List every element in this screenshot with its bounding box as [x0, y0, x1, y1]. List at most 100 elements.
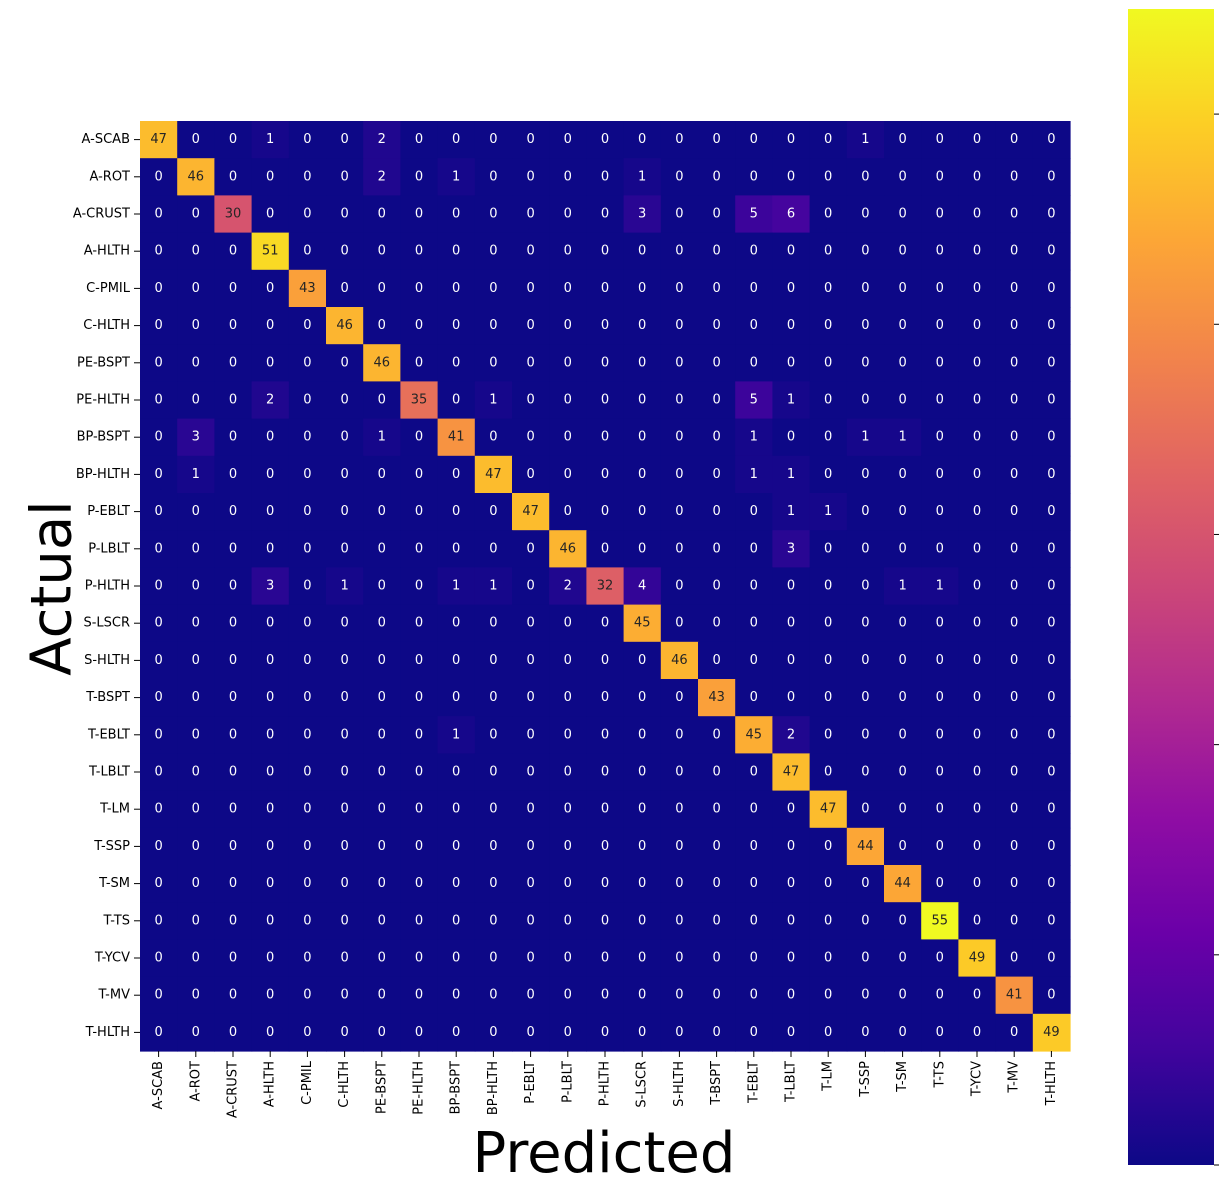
- heatmap-cell: [846, 604, 885, 643]
- cell-value-label: 0: [787, 1025, 795, 1040]
- cell-value-label: 0: [378, 876, 386, 891]
- cell-value-label: 0: [936, 132, 944, 147]
- cell-value-label: 0: [936, 727, 944, 742]
- heatmap-cell: [1032, 307, 1071, 345]
- x-tick-label: T-SSP: [858, 1061, 873, 1098]
- cell-value-label: 0: [601, 876, 609, 891]
- cell-value-label: 0: [861, 207, 869, 222]
- cell-value-label: 0: [266, 690, 274, 705]
- cell-value-label: 0: [601, 504, 609, 519]
- cell-value-label: 0: [340, 430, 348, 445]
- heatmap-cell: [363, 455, 401, 494]
- cell-value-label: 0: [712, 839, 720, 854]
- heatmap-cell: [809, 604, 848, 643]
- heatmap-cell: [958, 344, 997, 382]
- heatmap-cell: [735, 976, 773, 1015]
- heatmap-cell: [1032, 641, 1071, 680]
- heatmap-cell: [512, 716, 550, 754]
- heatmap-cell: [698, 344, 736, 382]
- cell-value-label: 0: [415, 504, 423, 519]
- heatmap-cell: [474, 567, 513, 606]
- heatmap-cell: [772, 121, 811, 159]
- cell-value-label: 0: [936, 988, 944, 1003]
- cell-value-label: 0: [564, 653, 572, 668]
- cell-value-label: 0: [340, 244, 348, 259]
- cell-value-label: 0: [898, 802, 906, 817]
- cell-value-label: 0: [973, 132, 981, 147]
- heatmap-cell: [288, 679, 327, 717]
- cell-value-label: 0: [415, 839, 423, 854]
- heatmap-cell: [512, 976, 550, 1015]
- heatmap-cell: [846, 939, 885, 978]
- cell-value-label: 0: [154, 1025, 162, 1040]
- heatmap-cell: [846, 381, 885, 420]
- cell-value-label: 2: [266, 393, 274, 408]
- heatmap-cell: [809, 195, 848, 234]
- heatmap-cell: [474, 269, 513, 308]
- cell-value-label: 0: [266, 430, 274, 445]
- heatmap-cell: [251, 865, 290, 903]
- heatmap-cell: [809, 753, 848, 792]
- cell-value-label: 0: [340, 541, 348, 556]
- cell-value-label: 0: [1047, 727, 1055, 742]
- cell-value-label: 0: [340, 616, 348, 631]
- cell-value-label: 0: [1047, 355, 1055, 370]
- cell-value-label: 0: [787, 913, 795, 928]
- heatmap-cell: [400, 679, 439, 717]
- heatmap-cell: [958, 604, 997, 643]
- heatmap-cell: [586, 753, 625, 792]
- heatmap-cell: [288, 493, 327, 531]
- cell-value-label: 1: [378, 430, 386, 445]
- cell-value-label: 0: [601, 132, 609, 147]
- heatmap-cell: [698, 641, 736, 680]
- heatmap-cell: [921, 641, 959, 680]
- cell-value-label: 0: [229, 839, 237, 854]
- cell-value-label: 0: [601, 467, 609, 482]
- heatmap-cell: [214, 344, 253, 382]
- cell-value-label: 0: [303, 244, 311, 259]
- cell-value-label: 1: [452, 579, 460, 594]
- cell-value-label: 0: [638, 355, 646, 370]
- heatmap-cell: [363, 530, 401, 568]
- heatmap-cell: [660, 493, 699, 531]
- heatmap-cell: [660, 939, 699, 978]
- heatmap-cell: [437, 976, 476, 1015]
- cell-value-label: 0: [638, 318, 646, 333]
- heatmap-cell: [698, 158, 736, 196]
- heatmap-cell: [363, 121, 401, 159]
- cell-value-label: 0: [154, 913, 162, 928]
- heatmap-cell: [623, 418, 662, 457]
- heatmap-cell: [623, 790, 662, 829]
- cell-value-label: 0: [675, 988, 683, 1003]
- heatmap-cell: [698, 307, 736, 345]
- cell-value-label: 0: [861, 988, 869, 1003]
- cell-value-label: 0: [1010, 244, 1018, 259]
- cell-value-label: 0: [564, 430, 572, 445]
- cell-value-label: 49: [969, 951, 986, 966]
- heatmap-cell: [214, 269, 253, 308]
- heatmap-cell: [772, 493, 811, 531]
- heatmap-cell: [288, 790, 327, 829]
- heatmap-cell: [995, 976, 1034, 1015]
- heatmap-cell: [846, 307, 885, 345]
- heatmap-cell: [214, 641, 253, 680]
- heatmap-cell: [177, 530, 215, 568]
- heatmap-cell: [140, 790, 178, 829]
- cell-value-label: 0: [787, 355, 795, 370]
- heatmap-cell: [1032, 902, 1071, 940]
- heatmap-cell: [660, 902, 699, 940]
- cell-value-label: 0: [564, 727, 572, 742]
- cell-value-label: 0: [564, 393, 572, 408]
- cell-value-label: 0: [898, 839, 906, 854]
- heatmap-cell: [958, 641, 997, 680]
- heatmap-cell: [251, 381, 290, 420]
- heatmap-cell: [698, 790, 736, 829]
- cell-value-label: 0: [378, 1025, 386, 1040]
- cell-value-label: 0: [750, 579, 758, 594]
- heatmap-cell: [846, 344, 885, 382]
- cell-value-label: 45: [634, 616, 651, 631]
- cell-value-label: 0: [936, 839, 944, 854]
- cell-value-label: 0: [675, 727, 683, 742]
- cell-value-label: 1: [787, 504, 795, 519]
- cell-value-label: 0: [192, 244, 200, 259]
